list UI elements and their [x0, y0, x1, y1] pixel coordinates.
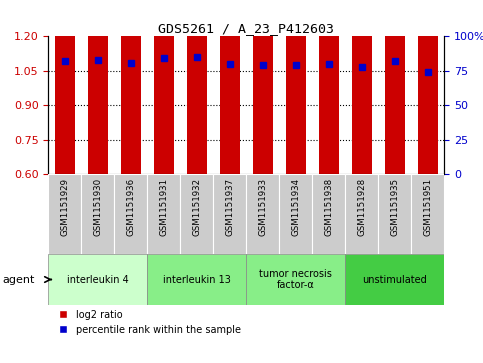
- Text: GSM1151951: GSM1151951: [424, 178, 432, 236]
- Bar: [385, 0, 405, 174]
- Bar: [48, 254, 147, 305]
- Text: GSM1151935: GSM1151935: [390, 178, 399, 236]
- Bar: [220, 97, 240, 312]
- Bar: [253, 0, 273, 174]
- Bar: [154, 0, 174, 174]
- Bar: [286, 0, 306, 174]
- Bar: [246, 174, 279, 254]
- Text: GSM1151936: GSM1151936: [127, 178, 135, 236]
- Bar: [246, 254, 345, 305]
- Bar: [213, 174, 246, 254]
- Bar: [253, 127, 273, 312]
- Bar: [385, 73, 405, 312]
- Bar: [187, 0, 207, 174]
- Bar: [48, 174, 81, 254]
- Bar: [220, 0, 240, 174]
- Text: GSM1151937: GSM1151937: [226, 178, 234, 236]
- Bar: [180, 174, 213, 254]
- Bar: [154, 68, 174, 312]
- Text: unstimulated: unstimulated: [362, 274, 427, 285]
- Text: GSM1151932: GSM1151932: [192, 178, 201, 236]
- Bar: [412, 174, 444, 254]
- Text: tumor necrosis
factor-α: tumor necrosis factor-α: [259, 269, 332, 290]
- Bar: [81, 174, 114, 254]
- Text: GSM1151930: GSM1151930: [93, 178, 102, 236]
- Bar: [279, 174, 313, 254]
- Bar: [187, 64, 207, 312]
- Bar: [418, 142, 438, 312]
- Bar: [147, 254, 246, 305]
- Bar: [121, 0, 141, 174]
- Bar: [114, 174, 147, 254]
- Bar: [418, 4, 438, 174]
- Text: GSM1151929: GSM1151929: [60, 178, 69, 236]
- Text: GSM1151928: GSM1151928: [357, 178, 366, 236]
- Bar: [345, 254, 444, 305]
- Title: GDS5261 / A_23_P412603: GDS5261 / A_23_P412603: [158, 22, 334, 35]
- Text: GSM1151934: GSM1151934: [291, 178, 300, 236]
- Bar: [88, 74, 108, 312]
- Bar: [88, 0, 108, 174]
- Text: interleukin 13: interleukin 13: [163, 274, 231, 285]
- Text: agent: agent: [2, 274, 35, 285]
- Bar: [55, 0, 75, 174]
- Bar: [147, 174, 180, 254]
- Text: GSM1151931: GSM1151931: [159, 178, 168, 236]
- Bar: [352, 0, 372, 174]
- Bar: [121, 115, 141, 312]
- Bar: [352, 121, 372, 312]
- Bar: [319, 104, 339, 312]
- Legend: log2 ratio, percentile rank within the sample: log2 ratio, percentile rank within the s…: [53, 310, 241, 335]
- Text: GSM1151938: GSM1151938: [325, 178, 333, 236]
- Bar: [378, 174, 412, 254]
- Bar: [313, 174, 345, 254]
- Bar: [345, 174, 378, 254]
- Bar: [286, 121, 306, 312]
- Bar: [319, 0, 339, 174]
- Text: interleukin 4: interleukin 4: [67, 274, 128, 285]
- Bar: [55, 71, 75, 312]
- Text: GSM1151933: GSM1151933: [258, 178, 267, 236]
